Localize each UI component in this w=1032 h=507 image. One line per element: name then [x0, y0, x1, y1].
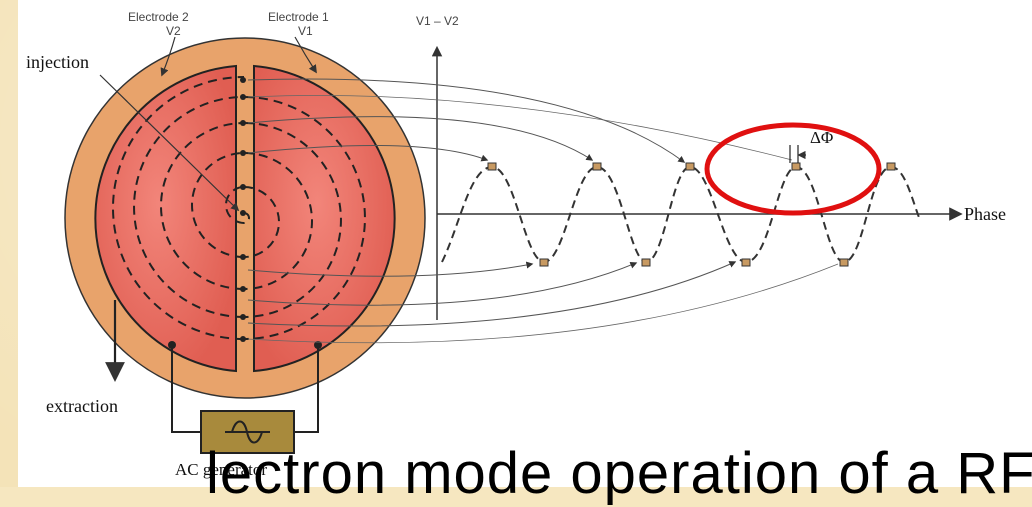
ac-source-icon — [225, 420, 270, 444]
ac-generator-label: AC generator — [175, 460, 268, 479]
cyclotron-diagram — [64, 36, 963, 454]
electrode2-pointer — [160, 36, 176, 77]
v2-label: V2 — [166, 24, 181, 38]
dee-electrode-1 — [253, 64, 396, 373]
y-axis-title: V1 – V2 — [416, 14, 459, 28]
highlight-ellipse — [704, 122, 882, 216]
injection-label: injection — [26, 52, 89, 72]
injection-pointer — [99, 74, 240, 212]
orbit-to-phase-arrows — [247, 78, 737, 327]
electrode1-pointer — [294, 36, 317, 74]
phase-axis-label: Phase — [964, 204, 1006, 224]
ac-wiring — [171, 345, 319, 433]
electrode2-label: Electrode 2 — [128, 10, 189, 24]
electrode1-label: Electrode 1 — [268, 10, 329, 24]
extraction-label: extraction — [46, 396, 118, 416]
v1-label: V1 — [298, 24, 313, 38]
slide-caption: lectron mode operation of a RF — [206, 441, 1032, 506]
delta-phi-label: ΔΦ — [810, 128, 834, 147]
gap-crossing-dots — [240, 77, 246, 342]
phase-markers — [487, 162, 896, 267]
delta-phi-marks — [789, 145, 806, 163]
